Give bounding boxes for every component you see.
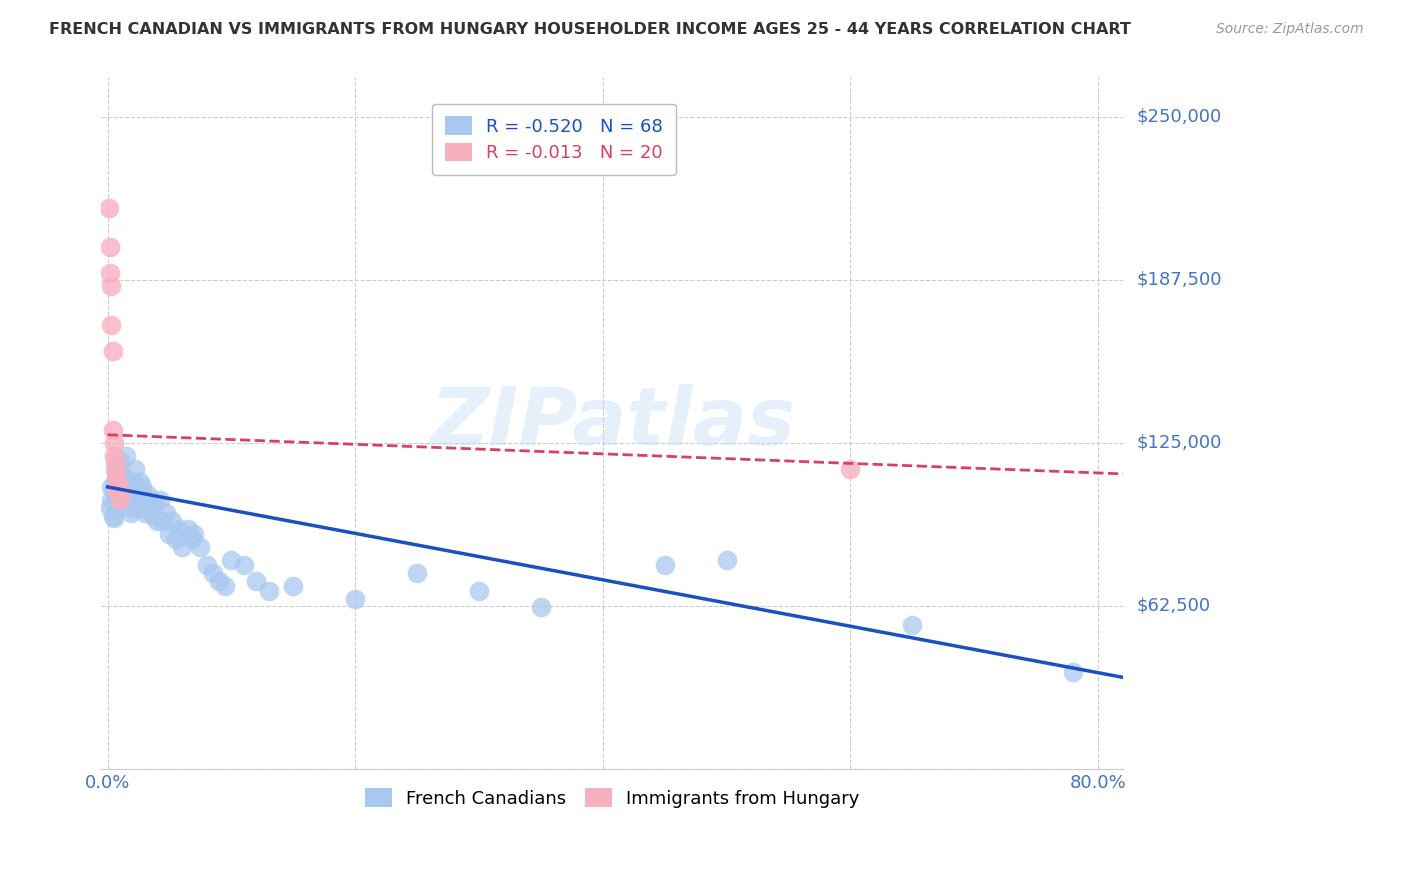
Point [165, 532, 187, 546]
Point [468, 584, 491, 599]
Point [98, 500, 121, 515]
Point [214, 579, 236, 593]
Point [118, 500, 141, 515]
Point [104, 461, 127, 475]
Point [105, 467, 128, 481]
Point [105, 503, 128, 517]
Point [142, 508, 165, 523]
Point [208, 574, 231, 588]
Point [103, 449, 125, 463]
Point [654, 558, 676, 573]
Point [100, 279, 122, 293]
Point [107, 488, 129, 502]
Point [180, 532, 202, 546]
Point [107, 480, 129, 494]
Point [201, 566, 224, 580]
Point [104, 454, 127, 468]
Point [257, 584, 280, 599]
Point [103, 511, 125, 525]
Point [125, 480, 148, 494]
Point [107, 480, 129, 494]
Text: $187,500: $187,500 [1137, 270, 1222, 289]
Point [117, 480, 139, 494]
Point [103, 483, 125, 497]
Point [131, 480, 153, 494]
Point [232, 558, 254, 573]
Point [530, 599, 553, 614]
Point [107, 483, 129, 497]
Point [101, 344, 124, 359]
Text: $250,000: $250,000 [1137, 108, 1222, 126]
Point [121, 475, 143, 489]
Point [104, 475, 127, 489]
Point [221, 553, 243, 567]
Text: Source: ZipAtlas.com: Source: ZipAtlas.com [1216, 22, 1364, 37]
Point [169, 522, 191, 536]
Point [170, 540, 193, 554]
Point [148, 493, 170, 508]
Point [105, 469, 128, 483]
Point [112, 469, 135, 483]
Point [283, 579, 305, 593]
Point [122, 488, 145, 502]
Point [152, 514, 174, 528]
Point [245, 574, 267, 588]
Point [177, 522, 200, 536]
Point [115, 449, 138, 463]
Point [107, 488, 129, 502]
Point [100, 493, 122, 508]
Point [110, 475, 132, 489]
Point [108, 493, 131, 508]
Point [146, 514, 169, 528]
Point [108, 483, 131, 497]
Text: $125,000: $125,000 [1137, 434, 1222, 451]
Point [104, 491, 127, 505]
Point [129, 488, 152, 502]
Point [117, 488, 139, 502]
Point [128, 500, 150, 515]
Point [139, 500, 162, 515]
Point [100, 318, 122, 333]
Point [108, 493, 131, 508]
Point [101, 423, 124, 437]
Point [100, 480, 122, 494]
Point [98, 240, 121, 254]
Point [103, 435, 125, 450]
Point [136, 493, 159, 508]
Point [839, 461, 862, 475]
Point [107, 461, 129, 475]
Point [344, 592, 367, 607]
Point [98, 266, 121, 280]
Point [716, 553, 738, 567]
Point [159, 527, 181, 541]
Point [97, 201, 120, 215]
Point [143, 495, 166, 509]
Point [406, 566, 429, 580]
Text: FRENCH CANADIAN VS IMMIGRANTS FROM HUNGARY HOUSEHOLDER INCOME AGES 25 - 44 YEARS: FRENCH CANADIAN VS IMMIGRANTS FROM HUNGA… [49, 22, 1130, 37]
Text: ZIPatlas: ZIPatlas [430, 384, 794, 462]
Point [160, 514, 183, 528]
Point [155, 506, 177, 520]
Point [128, 475, 150, 489]
Point [183, 527, 205, 541]
Point [1062, 665, 1084, 680]
Point [124, 461, 146, 475]
Point [101, 508, 124, 523]
Point [901, 618, 924, 632]
Point [105, 480, 128, 494]
Point [108, 454, 131, 468]
Point [190, 540, 212, 554]
Point [120, 506, 142, 520]
Point [134, 506, 156, 520]
Point [107, 475, 129, 489]
Point [114, 493, 136, 508]
Point [111, 483, 134, 497]
Point [195, 558, 218, 573]
Legend: French Canadians, Immigrants from Hungary: French Canadians, Immigrants from Hungar… [357, 781, 866, 815]
Text: $62,500: $62,500 [1137, 597, 1211, 615]
Point [138, 488, 160, 502]
